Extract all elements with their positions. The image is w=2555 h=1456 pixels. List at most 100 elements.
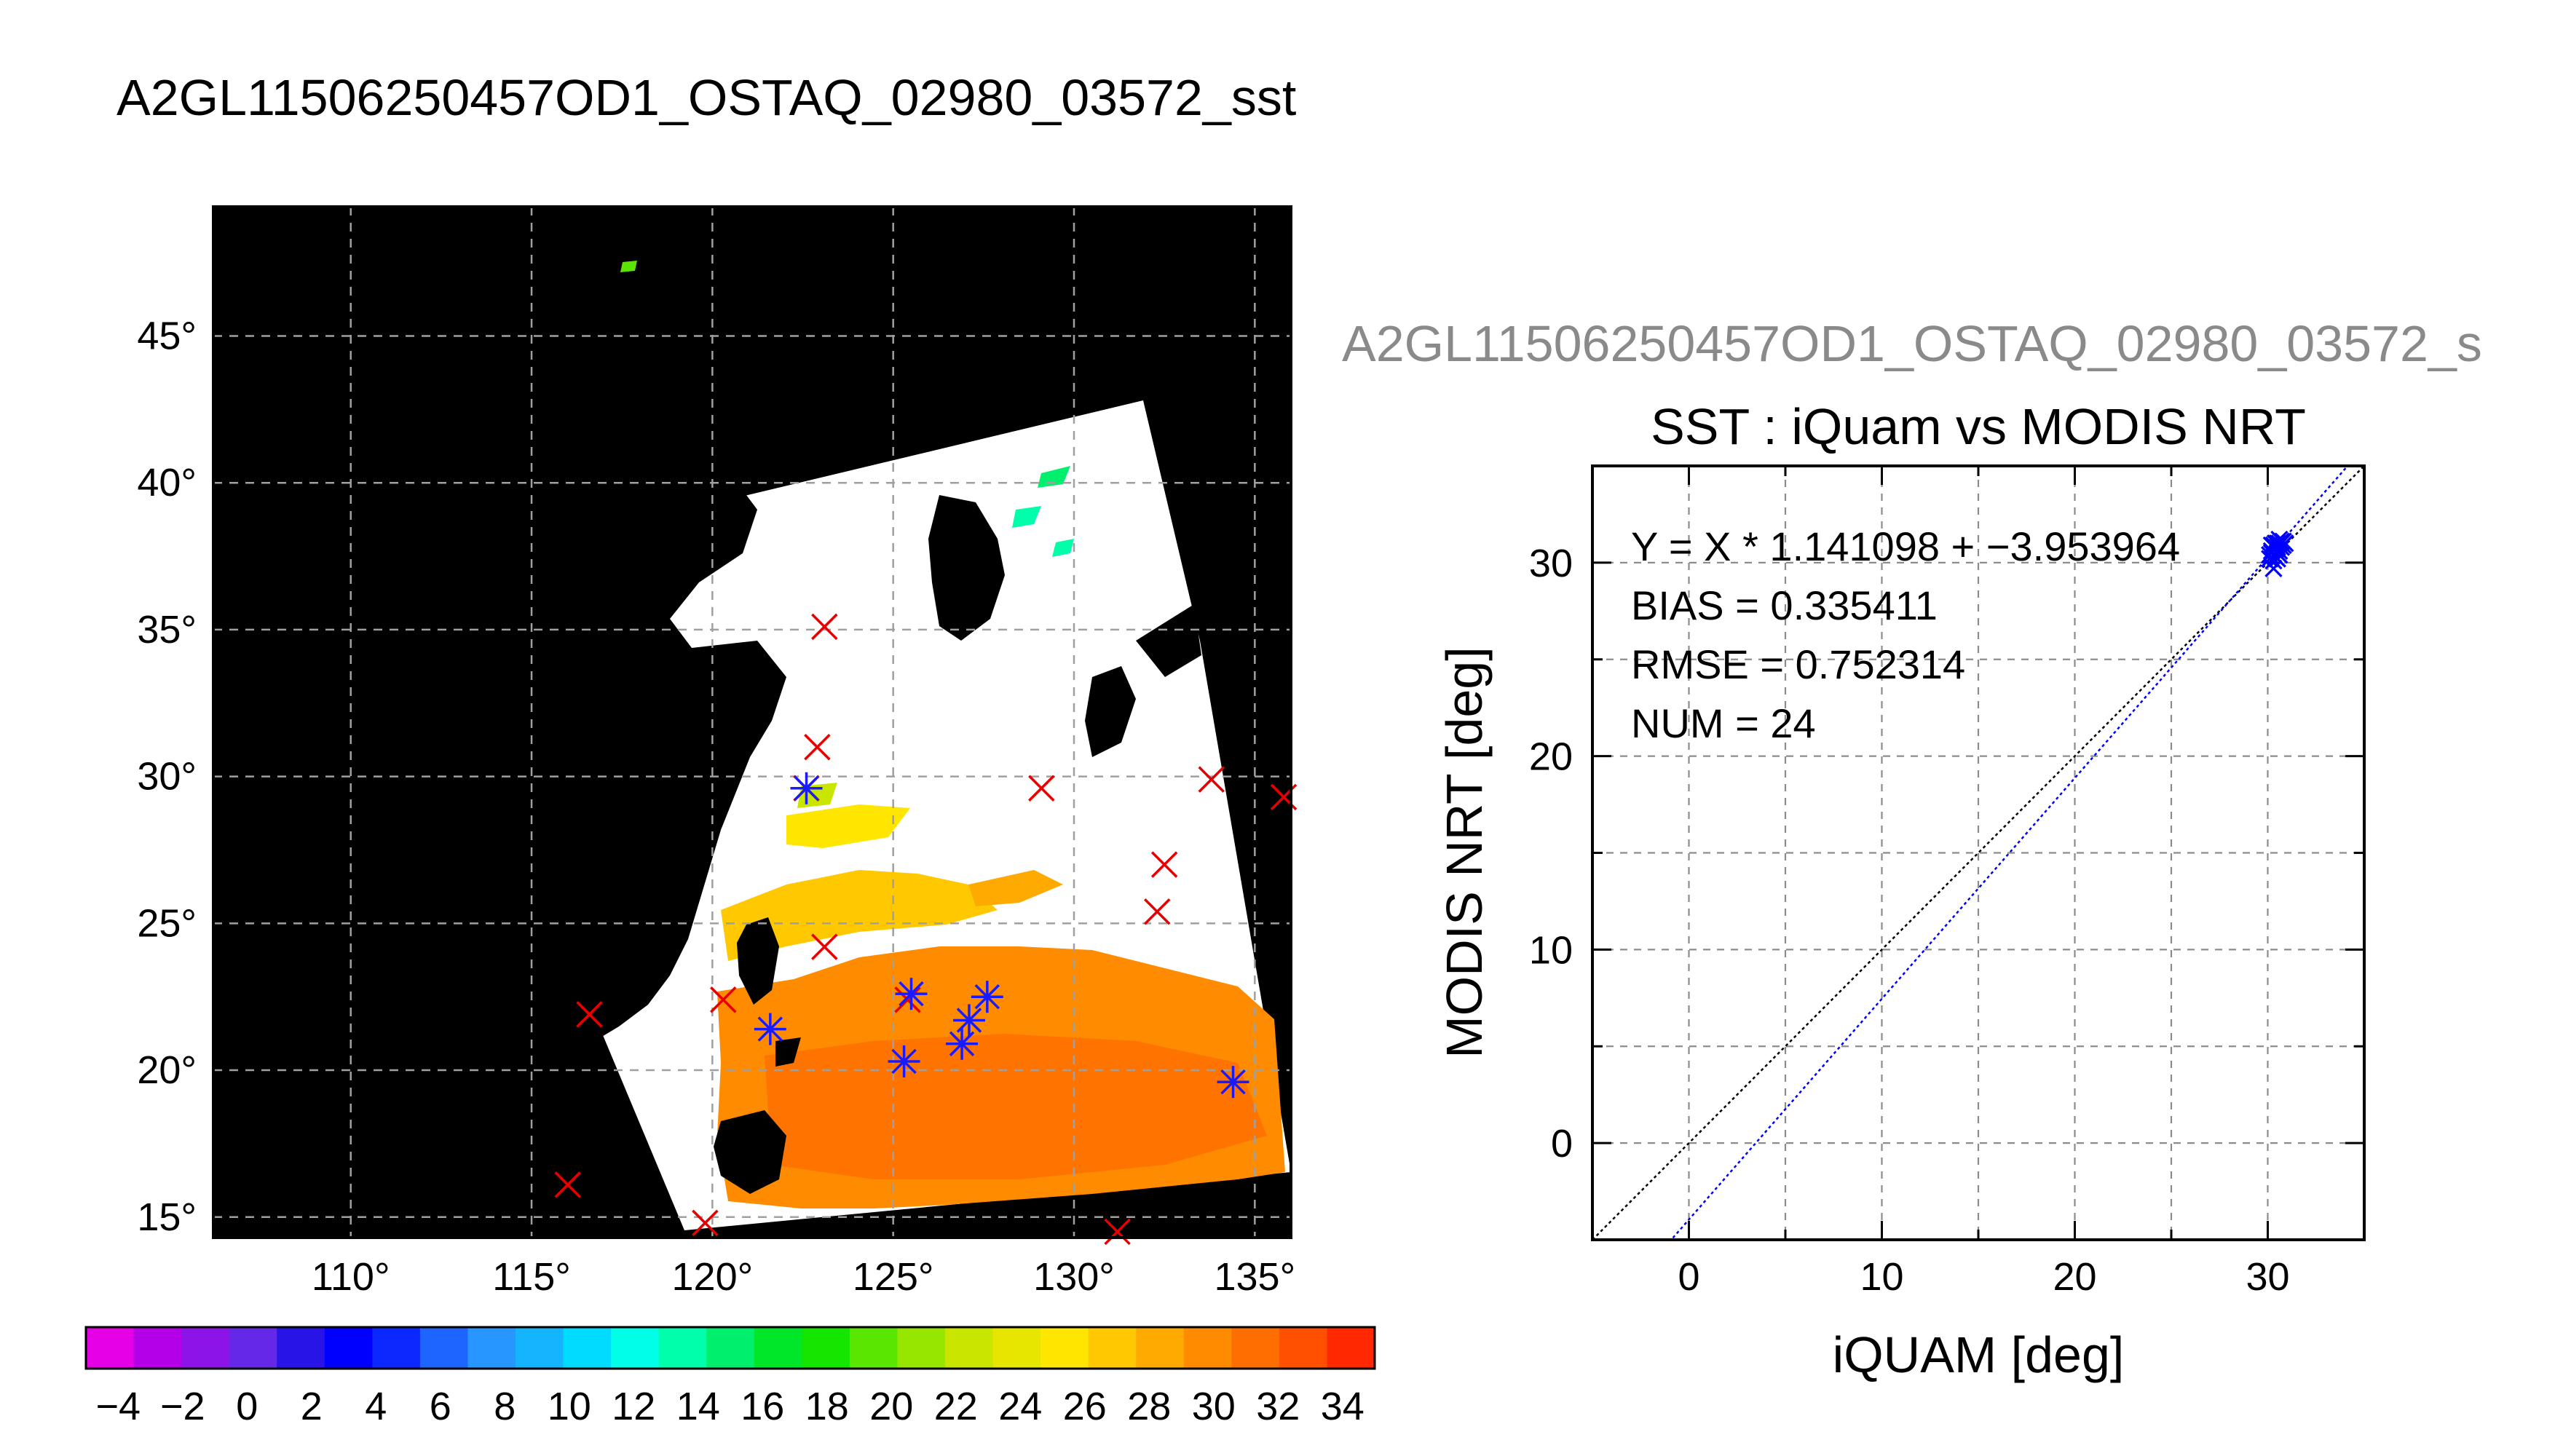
- sst-moderate-region-3: [968, 870, 1063, 906]
- scatter-y-tick-label-20: 20: [1529, 735, 1573, 779]
- colorbar-cell-2: [181, 1327, 230, 1369]
- land-china-mainland: [213, 480, 786, 1048]
- colorbar-cell-15: [802, 1327, 850, 1369]
- map-lat-label-15: 15°: [137, 1195, 197, 1239]
- scatter-ticks: [1592, 466, 2364, 1240]
- map-blue-star-marker-4: [971, 981, 1003, 1013]
- annotation-num: NUM = 24: [1631, 700, 1816, 746]
- scatter-x-label: iQUAM [deg]: [1833, 1326, 2125, 1383]
- colorbar-cell-3: [229, 1327, 277, 1369]
- colorbar-cell-25: [1279, 1327, 1328, 1369]
- colorbar-cell-22: [1136, 1327, 1185, 1369]
- scatter-y-tick-label-30: 30: [1529, 542, 1573, 585]
- scatter-y-label: MODIS NRT [deg]: [1436, 646, 1493, 1058]
- colorbar-cell-0: [86, 1327, 135, 1369]
- map-red-x-marker-10: [710, 986, 737, 1013]
- colorbar-label-1: −2: [160, 1385, 205, 1428]
- colorbar-cell-13: [706, 1327, 755, 1369]
- map-blue-star-marker-0: [754, 1013, 786, 1045]
- colorbar-cell-8: [467, 1327, 516, 1369]
- colorbar-tick-labels: −4 −2 0 2 4 6 8 10 12 14 16 18 20 22 24 26 28 30 32 34: [95, 1385, 1364, 1428]
- map-blue-star-marker-7: [790, 772, 823, 804]
- colorbar-label-6: 8: [494, 1385, 516, 1428]
- map-gridlines: [213, 207, 1291, 1238]
- annotation-fit-equation: Y = X * 1.141098 + −3.953964: [1631, 523, 2180, 569]
- colorbar-label-4: 4: [365, 1385, 387, 1428]
- map-lat-label-20: 20°: [137, 1048, 197, 1092]
- map-red-x-marker-4: [1198, 766, 1225, 793]
- map-longitude-labels: 110° 115° 120° 125° 130° 135°: [312, 1255, 1295, 1299]
- colorbar-label-9: 14: [676, 1385, 720, 1428]
- colorbar-cell-21: [1088, 1327, 1137, 1369]
- colorbar-cell-14: [754, 1327, 802, 1369]
- colorbar-cell-16: [849, 1327, 899, 1369]
- map-latitude-labels: 15° 20° 25° 30° 35° 40° 45°: [137, 314, 197, 1239]
- colorbar-cell-18: [945, 1327, 994, 1369]
- colorbar-cell-11: [611, 1327, 660, 1369]
- colorbar-label-17: 30: [1192, 1385, 1236, 1428]
- colorbar-label-0: −4: [95, 1385, 141, 1428]
- land-korea: [928, 495, 1005, 641]
- map-blue-star-marker-1: [888, 1045, 920, 1077]
- colorbar-label-12: 20: [869, 1385, 913, 1428]
- map-blue-star-marker-6: [1217, 1066, 1249, 1099]
- colorbar-label-13: 22: [934, 1385, 978, 1428]
- map-red-x-marker-7: [1144, 898, 1171, 925]
- land-japan-honshu: [1136, 604, 1201, 677]
- annotation-bias: BIAS = 0.335411: [1631, 582, 1938, 628]
- colorbar-cell-1: [133, 1327, 182, 1369]
- colorbar-cell-17: [897, 1327, 946, 1369]
- map-red-x-marker-14: [1104, 1218, 1131, 1246]
- colorbar-cell-4: [277, 1327, 325, 1369]
- colorbar-cell-19: [992, 1327, 1041, 1369]
- colorbar-frame: [84, 1326, 1376, 1370]
- land-taiwan: [737, 917, 779, 1005]
- map-lat-label-40: 40°: [137, 461, 197, 505]
- colorbar-label-16: 28: [1127, 1385, 1171, 1428]
- colorbar-cell-23: [1183, 1327, 1232, 1369]
- map-lat-label-45: 45°: [137, 314, 197, 358]
- colorbar-cell-20: [1040, 1327, 1089, 1369]
- map-lon-label-135: 135°: [1214, 1255, 1295, 1299]
- scatter-points: [2261, 530, 2294, 577]
- map-blue-star-marker-2: [895, 978, 928, 1010]
- scatter-gridlines: [1592, 466, 2364, 1240]
- map-blue-star-marker-3: [952, 1004, 985, 1037]
- colorbar-cell-9: [516, 1327, 564, 1369]
- colorbar-cell-24: [1231, 1327, 1280, 1369]
- scatter-reference-lines: [1592, 466, 2364, 1240]
- map-red-x-marker-12: [554, 1171, 581, 1198]
- map-lat-label-25: 25°: [137, 901, 197, 945]
- colorbar-cell-6: [372, 1327, 421, 1369]
- map-red-x-marker-0: [811, 613, 838, 641]
- sst-green-patch-4: [620, 261, 637, 272]
- map-lon-label-125: 125°: [853, 1255, 934, 1299]
- map-lat-label-35: 35°: [137, 608, 197, 652]
- colorbar-cell-10: [563, 1327, 612, 1369]
- map-frame: [212, 205, 1292, 1239]
- main-title: A2GL11506250457OD1_OSTAQ_02980_03572_sst: [117, 69, 1296, 126]
- map-red-x-marker-11: [576, 1001, 603, 1028]
- scatter-point-22: [2274, 536, 2292, 555]
- colorbar-label-15: 26: [1063, 1385, 1107, 1428]
- colorbar-cell-7: [419, 1327, 469, 1369]
- map-lon-label-115: 115°: [492, 1255, 571, 1299]
- scatter-point-23: [2268, 550, 2286, 568]
- map-lat-label-30: 30°: [137, 755, 197, 799]
- scatter-x-tick-labels: 0 10 20 30: [1678, 1255, 2289, 1299]
- colorbar-label-8: 12: [612, 1385, 655, 1428]
- colorbar-label-10: 16: [741, 1385, 784, 1428]
- map-red-x-marker-6: [1150, 851, 1178, 878]
- map-panel: 110° 115° 120° 125° 130° 135° 15° 20° 25° 30° 35°…: [137, 205, 1298, 1299]
- map-lon-label-120: 120°: [672, 1255, 754, 1299]
- sst-green-patch-2: [1012, 506, 1041, 528]
- scatter-y-tick-label-10: 10: [1529, 928, 1573, 972]
- map-red-x-marker-1: [804, 734, 831, 761]
- sst-green-patch-1: [1038, 466, 1070, 488]
- colorbar-label-18: 32: [1256, 1385, 1300, 1428]
- scatter-x-tick-label-30: 30: [2246, 1255, 2289, 1299]
- scatter-title: SST : iQuam vs MODIS NRT: [1651, 398, 2306, 455]
- colorbar-label-3: 2: [301, 1385, 323, 1428]
- map-matchup-markers: [554, 613, 1298, 1246]
- colorbar-label-5: 6: [430, 1385, 451, 1428]
